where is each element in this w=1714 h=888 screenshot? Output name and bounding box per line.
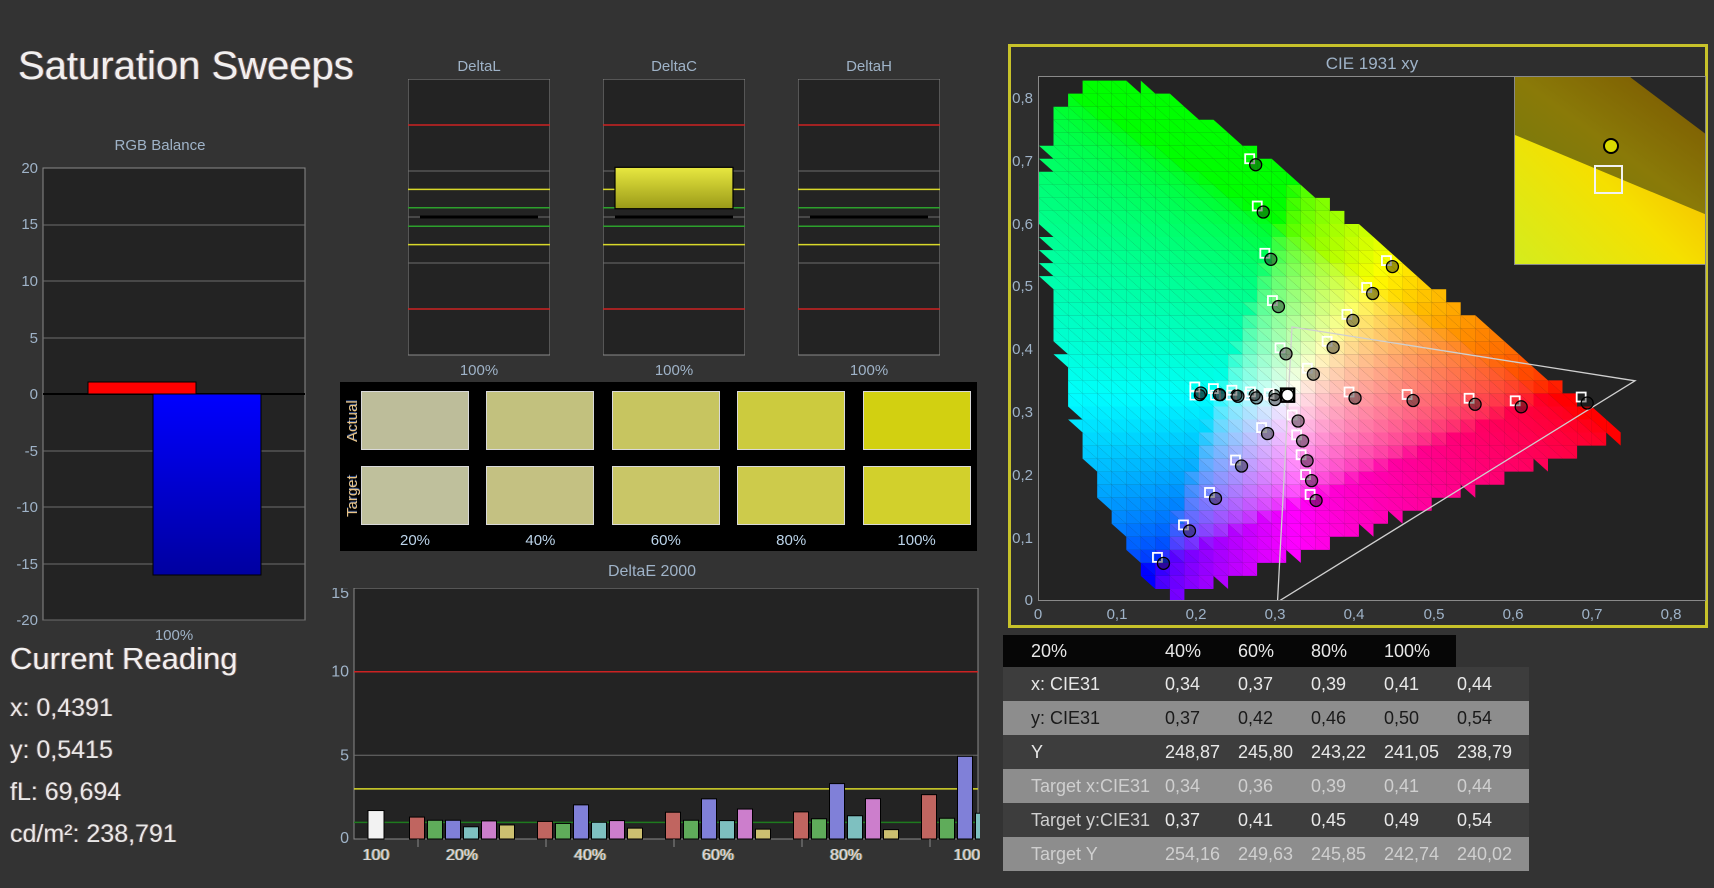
svg-text:5: 5 xyxy=(30,330,38,347)
svg-text:100%: 100% xyxy=(155,627,193,644)
svg-text:0,4: 0,4 xyxy=(1012,341,1033,358)
svg-text:10: 10 xyxy=(331,664,349,681)
svg-text:0: 0 xyxy=(340,830,349,847)
svg-text:20%: 20% xyxy=(446,847,478,864)
svg-text:100%: 100% xyxy=(850,362,888,379)
svg-text:0,1: 0,1 xyxy=(1107,606,1128,623)
svg-text:0,3: 0,3 xyxy=(1265,606,1286,623)
svg-text:0,8: 0,8 xyxy=(1661,606,1682,623)
svg-text:100%: 100% xyxy=(460,362,498,379)
svg-text:0: 0 xyxy=(1025,592,1033,609)
svg-text:-15: -15 xyxy=(16,556,38,573)
svg-text:15: 15 xyxy=(21,216,38,233)
svg-text:15: 15 xyxy=(331,588,349,602)
svg-text:0,5: 0,5 xyxy=(1424,606,1445,623)
svg-text:100%: 100% xyxy=(655,362,693,379)
svg-text:0,4: 0,4 xyxy=(1344,606,1365,623)
svg-text:0: 0 xyxy=(30,386,38,403)
svg-text:0: 0 xyxy=(1034,606,1042,623)
svg-text:0,2: 0,2 xyxy=(1186,606,1207,623)
svg-text:100%: 100% xyxy=(954,847,980,864)
svg-text:40%: 40% xyxy=(574,847,606,864)
svg-text:-10: -10 xyxy=(16,499,38,516)
svg-text:0,3: 0,3 xyxy=(1012,404,1033,421)
svg-text:-20: -20 xyxy=(16,612,38,629)
svg-text:80%: 80% xyxy=(830,847,862,864)
svg-text:10: 10 xyxy=(21,273,38,290)
svg-text:0,2: 0,2 xyxy=(1012,467,1033,484)
svg-text:100: 100 xyxy=(363,847,390,864)
svg-text:60%: 60% xyxy=(702,847,734,864)
svg-text:0,6: 0,6 xyxy=(1012,216,1033,233)
svg-text:0,8: 0,8 xyxy=(1012,90,1033,107)
svg-text:0,1: 0,1 xyxy=(1012,530,1033,547)
svg-text:0,7: 0,7 xyxy=(1012,153,1033,170)
svg-text:-5: -5 xyxy=(25,443,38,460)
svg-text:0,5: 0,5 xyxy=(1012,278,1033,295)
svg-text:0,6: 0,6 xyxy=(1503,606,1524,623)
svg-text:0,7: 0,7 xyxy=(1582,606,1603,623)
svg-text:20: 20 xyxy=(21,160,38,177)
svg-text:5: 5 xyxy=(340,747,349,764)
